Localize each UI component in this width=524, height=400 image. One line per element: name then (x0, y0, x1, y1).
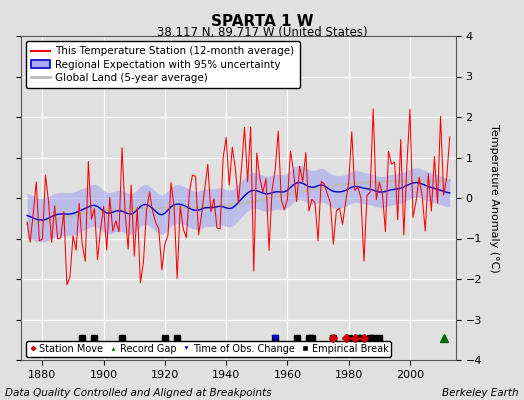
Text: Berkeley Earth: Berkeley Earth (442, 388, 519, 398)
Y-axis label: Temperature Anomaly (°C): Temperature Anomaly (°C) (489, 124, 499, 272)
Text: Data Quality Controlled and Aligned at Breakpoints: Data Quality Controlled and Aligned at B… (5, 388, 272, 398)
Text: SPARTA 1 W: SPARTA 1 W (211, 14, 313, 29)
Legend: Station Move, Record Gap, Time of Obs. Change, Empirical Break: Station Move, Record Gap, Time of Obs. C… (26, 341, 391, 357)
Text: 38.117 N, 89.717 W (United States): 38.117 N, 89.717 W (United States) (157, 26, 367, 39)
